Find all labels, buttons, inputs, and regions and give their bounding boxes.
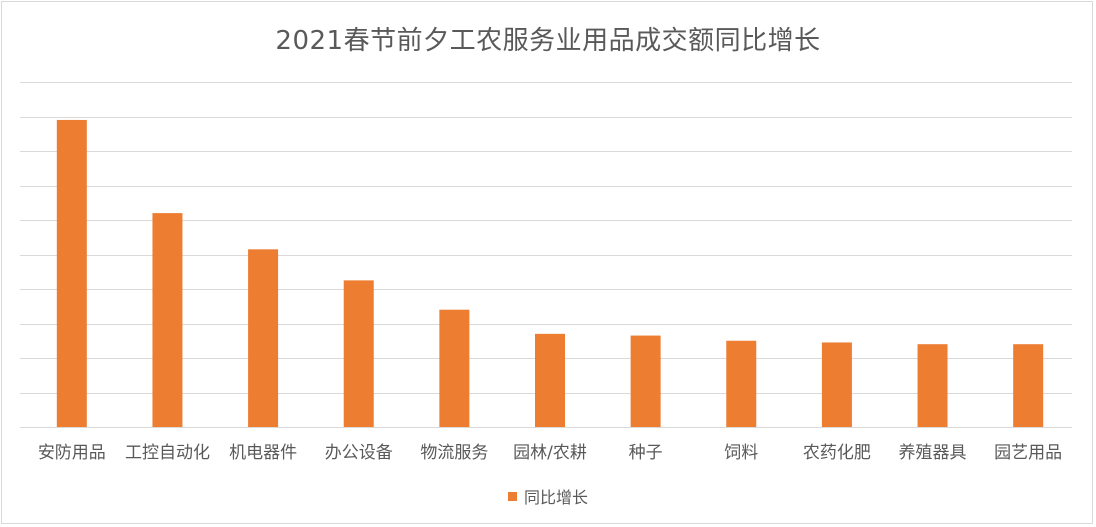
bar-4 [439,309,470,427]
gridlines [20,82,1072,428]
legend-swatch [507,491,517,501]
bar-1 [152,213,183,427]
bar-2 [248,249,279,427]
bar-0 [56,119,87,427]
bar-8 [821,342,852,427]
x-tick-label: 工控自动化 [125,443,210,463]
bar-9 [917,344,948,427]
x-tick-label: 物流服务 [420,443,488,463]
bars [56,119,1044,427]
legend: 同比增长 [0,484,1096,508]
x-tick-label: 办公设备 [325,443,393,463]
x-tick-label: 园林/农耕 [513,443,587,463]
x-tick-label: 机电器件 [229,443,297,463]
x-tick-label: 饲料 [724,443,758,463]
x-tick-label: 种子 [629,443,663,463]
chart-title: 2021春节前夕工农服务业用品成交额同比增长 [275,26,821,56]
bar-3 [343,280,374,427]
bar-5 [535,333,565,427]
x-tick-label: 园艺用品 [994,443,1062,463]
bar-7 [726,340,757,427]
bar-10 [1013,344,1044,427]
x-tick-label: 农药化肥 [803,443,871,463]
bar-6 [630,335,661,427]
x-tick-labels: 安防用品 工控自动化 机电器件 办公设备 物流服务 园林/农耕 种子 饲料 农药化肥 养殖器具 园艺… [38,443,1062,463]
legend-label: 同比增长 [523,488,588,507]
x-tick-label: 安防用品 [38,443,106,463]
x-tick-label: 养殖器具 [899,443,967,463]
